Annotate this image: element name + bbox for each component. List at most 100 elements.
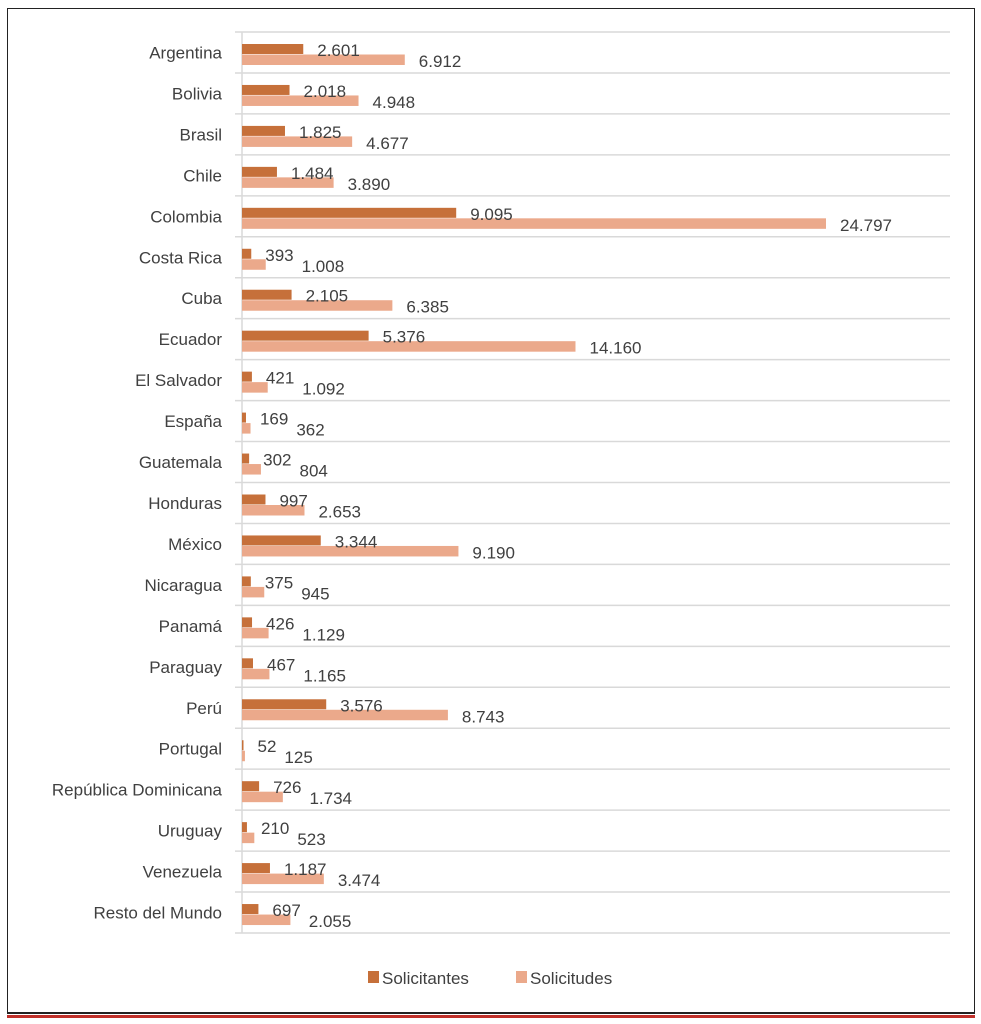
bar-solicitantes: [242, 207, 457, 218]
category-label: Chile: [183, 166, 222, 185]
category-label: Costa Rica: [139, 248, 223, 267]
data-label-solicitudes: 362: [296, 421, 324, 440]
bar-solicitudes: [242, 95, 359, 106]
data-label-solicitantes: 997: [279, 492, 307, 511]
data-label-solicitudes: 3.474: [338, 871, 381, 890]
bar-solicitantes: [242, 412, 246, 423]
legend-label-solicitudes: Solicitudes: [530, 969, 612, 988]
bar-solicitudes: [242, 177, 334, 188]
bar-solicitantes: [242, 125, 285, 136]
data-label-solicitantes: 210: [261, 819, 289, 838]
data-label-solicitudes: 1.734: [309, 789, 352, 808]
data-label-solicitudes: 125: [284, 748, 312, 767]
bar-solicitudes: [242, 136, 353, 147]
bar-solicitantes: [242, 371, 252, 382]
category-label: Paraguay: [149, 658, 222, 677]
bar-solicitantes: [242, 904, 259, 915]
data-label-solicitantes: 697: [272, 901, 300, 920]
category-label: México: [168, 535, 222, 554]
category-label: Argentina: [149, 43, 222, 62]
data-label-solicitudes: 1.129: [302, 625, 345, 644]
bar-solicitudes: [242, 668, 270, 680]
bar-solicitantes: [242, 617, 253, 628]
bar-solicitudes: [242, 423, 251, 434]
bar-solicitudes: [242, 545, 459, 557]
bar-solicitudes: [242, 709, 448, 721]
bar-solicitudes: [242, 259, 266, 270]
category-label: Venezuela: [143, 863, 223, 882]
data-label-solicitudes: 804: [299, 462, 327, 481]
legend-label-solicitantes: Solicitantes: [382, 969, 469, 988]
data-label-solicitudes: 3.890: [348, 175, 391, 194]
data-label-solicitantes: 726: [273, 778, 301, 797]
bar-solicitantes: [242, 781, 260, 792]
data-label-solicitudes: 6.912: [419, 52, 462, 71]
bar-solicitudes: [242, 914, 291, 926]
bottom-rule: [7, 1015, 975, 1018]
data-label-solicitantes: 426: [266, 614, 294, 633]
data-label-solicitantes: 9.095: [470, 205, 513, 224]
data-label-solicitantes: 2.601: [317, 41, 360, 60]
category-label: República Dominicana: [52, 781, 223, 800]
data-label-solicitantes: 2.105: [306, 287, 349, 306]
data-label-solicitudes: 4.677: [366, 134, 409, 153]
category-label: Brasil: [179, 125, 222, 144]
category-label: Guatemala: [139, 453, 223, 472]
data-label-solicitudes: 2.055: [309, 912, 352, 931]
bar-solicitudes: [242, 791, 283, 803]
bar-solicitantes: [242, 576, 251, 587]
bar-solicitudes: [242, 586, 265, 598]
category-label: Colombia: [150, 207, 222, 226]
bar-solicitantes: [242, 822, 247, 833]
data-label-solicitudes: 1.092: [302, 380, 345, 399]
category-label: Resto del Mundo: [93, 904, 222, 923]
data-label-solicitantes: 3.344: [335, 532, 378, 551]
category-label: Ecuador: [159, 330, 223, 349]
data-label-solicitudes: 523: [297, 830, 325, 849]
data-label-solicitantes: 52: [258, 737, 277, 756]
data-label-solicitantes: 3.576: [340, 696, 383, 715]
data-label-solicitudes: 9.190: [472, 543, 515, 562]
data-label-solicitantes: 421: [266, 369, 294, 388]
bar-solicitantes: [242, 699, 327, 710]
data-label-solicitudes: 1.165: [303, 666, 346, 685]
bar-solicitantes: [242, 740, 244, 751]
legend-swatch-solicitudes: [516, 971, 527, 983]
data-label-solicitantes: 375: [265, 573, 293, 592]
category-label: España: [164, 412, 222, 431]
data-label-solicitantes: 1.187: [284, 860, 327, 879]
data-label-solicitantes: 169: [260, 410, 288, 429]
data-label-solicitantes: 467: [267, 655, 295, 674]
bar-solicitudes: [242, 382, 268, 393]
category-label: Nicaragua: [145, 576, 223, 595]
data-label-solicitudes: 6.385: [406, 298, 449, 317]
category-label: Cuba: [181, 289, 222, 308]
figure-frame: [7, 8, 975, 1014]
bar-solicitantes: [242, 453, 250, 464]
data-label-solicitudes: 24.797: [840, 216, 892, 235]
bar-solicitudes: [242, 627, 269, 639]
bar-solicitantes: [242, 330, 369, 341]
bar-solicitudes: [242, 341, 576, 352]
category-label: El Salvador: [135, 371, 222, 390]
bar-solicitantes: [242, 166, 277, 177]
bar-solicitantes: [242, 863, 270, 874]
bar-solicitantes: [242, 289, 292, 300]
bar-solicitudes: [242, 464, 261, 475]
data-label-solicitantes: 393: [265, 246, 293, 265]
category-label: Perú: [186, 699, 222, 718]
category-label: Panamá: [159, 617, 223, 636]
bar-solicitudes: [242, 218, 826, 229]
data-label-solicitantes: 302: [263, 451, 291, 470]
bar-solicitudes: [242, 750, 245, 762]
category-label: Portugal: [159, 740, 222, 759]
bar-solicitudes: [242, 873, 324, 885]
bar-solicitudes: [242, 54, 405, 65]
bar-solicitantes: [242, 494, 266, 505]
category-label: Uruguay: [158, 822, 223, 841]
data-label-solicitudes: 2.653: [318, 503, 361, 522]
data-label-solicitudes: 8.743: [462, 707, 505, 726]
data-label-solicitudes: 1.008: [302, 257, 345, 276]
data-label-solicitantes: 5.376: [383, 328, 426, 347]
